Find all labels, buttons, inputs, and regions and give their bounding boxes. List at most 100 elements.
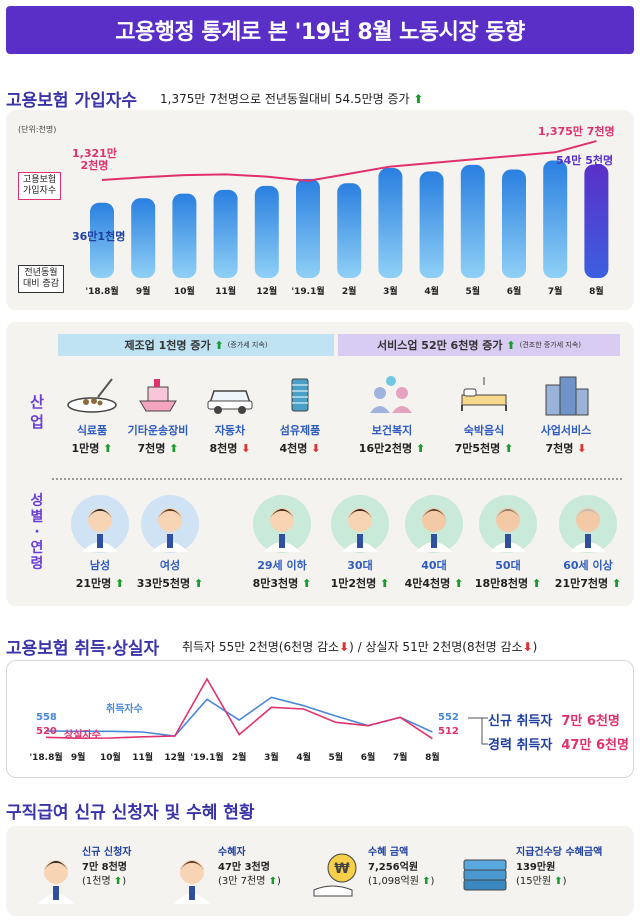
industry-name: 보건복지 bbox=[371, 424, 413, 437]
benefit-value: 47만 3천명 bbox=[218, 861, 270, 873]
benefit-value: 139만원 bbox=[516, 861, 556, 873]
industry-item: 자동차 8천명 ⬇ bbox=[190, 372, 270, 456]
industry-item: 식료품 1만명 ⬆ bbox=[52, 372, 132, 456]
x-tick-label: 4월 bbox=[296, 751, 311, 763]
x-tick-label: '18.8월 bbox=[29, 751, 62, 763]
x-tick-label: '19.1월 bbox=[291, 285, 324, 297]
benefit-title: 신규 신청자 bbox=[82, 847, 132, 858]
thirties-woman-icon bbox=[330, 494, 390, 554]
change-bar bbox=[213, 189, 238, 278]
flows-section-title: 고용보험 취득·상실자 bbox=[6, 639, 160, 659]
applicant-icon bbox=[26, 846, 85, 905]
benefit-change: (1,098억원 ⬆) bbox=[368, 876, 435, 887]
x-tick-label: 7월 bbox=[393, 751, 408, 763]
money-hand-icon: ₩ bbox=[312, 846, 362, 902]
industry-item: 사업서비스 7천명 ⬇ bbox=[526, 372, 606, 456]
demographic-value: 18만8천명 ⬆ bbox=[474, 577, 542, 590]
x-tick-label: 8월 bbox=[425, 751, 440, 763]
down-arrow-icon: ⬇ bbox=[241, 442, 251, 455]
recipient-icon bbox=[162, 846, 221, 905]
up-arrow-icon: ⬆ bbox=[169, 442, 179, 455]
man-icon bbox=[70, 494, 130, 554]
x-tick-label: 11월 bbox=[215, 285, 236, 297]
car-icon bbox=[202, 372, 258, 418]
down-arrow-icon: ⬇ bbox=[577, 442, 587, 455]
ship-icon bbox=[130, 372, 186, 418]
career-acq-note: 경력 취득자 47만 6천명 bbox=[488, 738, 629, 753]
up-arrow-icon: ⬆ bbox=[413, 92, 424, 106]
benefit-change: (15만원 ⬆) bbox=[516, 876, 567, 887]
benefit-title: 수혜 금액 bbox=[368, 847, 409, 858]
benefit-item: ₩ 수혜 금액 7,256억원 (1,098억원 ⬆) bbox=[312, 846, 434, 902]
demographic-value: 21만명 ⬆ bbox=[75, 577, 125, 590]
change-bar bbox=[131, 198, 156, 278]
acq-series-label: 취득자수 bbox=[106, 702, 143, 715]
change-bar bbox=[584, 164, 609, 278]
acq-line bbox=[45, 696, 433, 737]
x-tick-label: 5월 bbox=[466, 285, 481, 297]
industry-panel bbox=[6, 322, 634, 606]
legend-change: 전년동월 대비 증감 bbox=[18, 265, 64, 293]
benefit-value: 7만 8천명 bbox=[82, 861, 127, 873]
industry-value: 16만2천명 ⬆ bbox=[358, 442, 426, 455]
demographic-item: 60세 이상 21만7천명 ⬆ bbox=[546, 494, 630, 591]
change-bar bbox=[543, 160, 568, 278]
demographic-item: 남성 21만명 ⬆ bbox=[58, 494, 142, 591]
last-acq-label: 552 bbox=[438, 712, 459, 723]
down-arrow-icon: ⬇ bbox=[311, 442, 321, 455]
insured-summary: 1,375만 7천명으로 전년동월대비 54.5만명 증가 ⬆ bbox=[160, 92, 424, 106]
x-tick-label: 9월 bbox=[136, 285, 151, 297]
up-arrow-icon: ⬆ bbox=[380, 577, 390, 590]
demographic-item: 29세 이하 8만3천명 ⬆ bbox=[240, 494, 324, 591]
change-bar bbox=[502, 169, 526, 278]
woman-icon bbox=[140, 494, 200, 554]
demographic-value: 4만4천명 ⬆ bbox=[404, 577, 464, 590]
benefit-item: 신규 신청자 7만 8천명 (1천명 ⬆) bbox=[26, 846, 132, 905]
first-total-label: 1,321만 2천명 bbox=[72, 147, 117, 173]
industry-item: 섬유제품 4천명 ⬇ bbox=[260, 372, 340, 456]
page-header: 고용행정 통계로 본 '19년 8월 노동시장 동향 bbox=[6, 6, 634, 54]
elder-man-icon bbox=[558, 494, 618, 554]
demographic-item: 40대 4만4천명 ⬆ bbox=[392, 494, 476, 591]
industry-value: 7만5천명 ⬆ bbox=[454, 442, 514, 455]
change-bar bbox=[296, 178, 320, 278]
up-arrow-icon: ⬆ bbox=[193, 577, 204, 590]
industry-name: 자동차 bbox=[214, 424, 246, 437]
industry-name: 사업서비스 bbox=[540, 424, 592, 437]
demographic-value: 21만7천명 ⬆ bbox=[554, 577, 622, 590]
change-bar bbox=[460, 164, 485, 278]
benefit-value: 7,256억원 bbox=[368, 861, 419, 873]
demographic-value: 1만2천명 ⬆ bbox=[330, 577, 390, 590]
insured-section-title: 고용보험 가입자수 bbox=[6, 91, 138, 111]
down-arrow-icon: ⬇ bbox=[522, 640, 533, 654]
industry-value: 1만명 ⬆ bbox=[71, 442, 113, 455]
flows-summary: 취득자 55만 2천명(6천명 감소⬇) / 상실자 51만 2천명(8천명 감… bbox=[182, 640, 538, 654]
first-loss-label: 520 bbox=[36, 726, 57, 737]
x-tick-label: 6월 bbox=[507, 285, 522, 297]
x-tick-label: 10월 bbox=[100, 751, 121, 763]
family-icon bbox=[364, 372, 420, 418]
up-arrow-icon: ⬆ bbox=[504, 442, 514, 455]
industry-name: 기타운송장비 bbox=[127, 424, 189, 437]
x-tick-label: 9월 bbox=[71, 751, 86, 763]
demographic-name: 60세 이상 bbox=[563, 559, 613, 572]
svc-banner: 서비스업 52만 6천명 증가 ⬆ (견조한 증가세 지속) bbox=[338, 334, 620, 356]
fifties-woman-icon bbox=[478, 494, 538, 554]
up-arrow-icon: ⬆ bbox=[506, 338, 516, 352]
industry-item: 보건복지 16만2천명 ⬆ bbox=[352, 372, 432, 456]
demographic-value: 33만5천명 ⬆ bbox=[136, 577, 204, 590]
demographic-name: 남성 bbox=[89, 559, 111, 572]
change-bar bbox=[172, 193, 197, 278]
demographic-item: 여성 33만5천명 ⬆ bbox=[128, 494, 212, 591]
x-tick-label: 12월 bbox=[256, 285, 277, 297]
x-tick-label: 3월 bbox=[264, 751, 279, 763]
demographic-value: 8만3천명 ⬆ bbox=[252, 577, 312, 590]
industry-value: 7천명 ⬇ bbox=[545, 442, 587, 455]
industry-name: 섬유제품 bbox=[279, 424, 321, 437]
up-arrow-icon: ⬆ bbox=[531, 577, 542, 590]
benefit-title: 수혜자 bbox=[218, 847, 246, 858]
benefit-change: (1천명 ⬆) bbox=[82, 876, 127, 887]
x-tick-label: 4월 bbox=[424, 285, 439, 297]
page-title: 고용행정 통계로 본 '19년 8월 노동시장 동향 bbox=[115, 20, 525, 45]
benefits-section-title: 구직급여 신규 신청자 및 수혜 현황 bbox=[6, 803, 255, 823]
